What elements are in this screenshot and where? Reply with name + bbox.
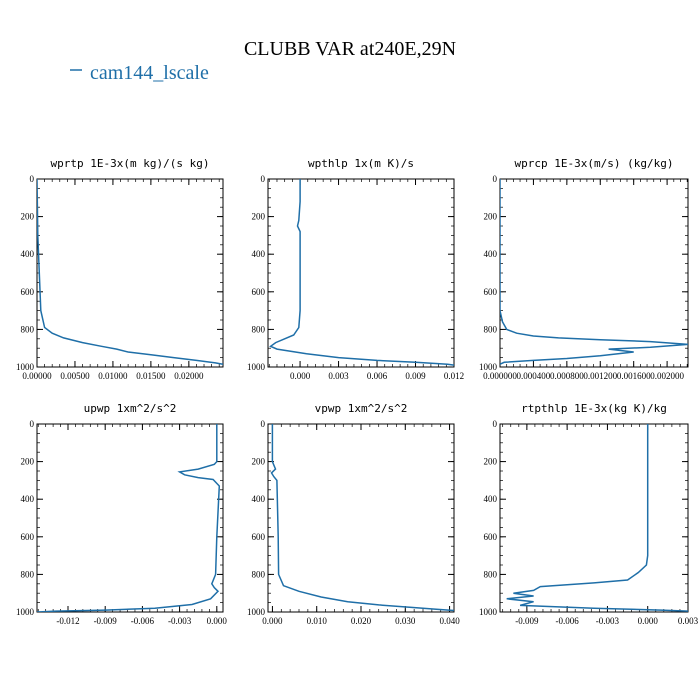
y-tick-label: 200: [21, 212, 35, 222]
series-line-1: [270, 424, 454, 612]
panel-title: upwp 1xm^2/s^2: [84, 402, 177, 415]
x-tick-label: -0.009: [515, 616, 539, 626]
plot-frame: [267, 423, 455, 613]
y-tick-label: 800: [252, 324, 266, 334]
plot-frame: [36, 423, 224, 613]
figure-title: CLUBB VAR at240E,29N: [244, 38, 456, 60]
x-tick-label: 0.012: [444, 371, 464, 381]
plot-frame: [499, 423, 689, 613]
x-tick-label: 0.01500: [136, 371, 166, 381]
y-tick-label: 0: [261, 419, 266, 429]
y-tick-label: 600: [21, 287, 35, 297]
x-tick-label: 0.000: [638, 616, 659, 626]
x-tick-label: 0.00000: [22, 371, 52, 381]
x-tick-label: 0.01000: [98, 371, 128, 381]
y-tick-label: 1000: [247, 607, 266, 617]
y-tick-label: 0: [493, 174, 498, 184]
y-tick-label: 1000: [479, 362, 498, 372]
y-tick-label: 600: [484, 287, 498, 297]
y-tick-label: 200: [252, 212, 266, 222]
chart-panel-3: wprcp 1E-3x(m/s) (kg/kg) 0 200 400 600 800 100…: [479, 157, 689, 381]
x-tick-label: 0.001600: [617, 371, 651, 381]
series-line-1: [269, 179, 454, 366]
y-tick-label: 200: [484, 212, 498, 222]
y-tick-label: 200: [484, 457, 498, 467]
x-tick-label: -0.012: [56, 616, 79, 626]
y-tick-label: 0: [493, 419, 498, 429]
x-tick-label: 0.000800: [550, 371, 584, 381]
y-tick-label: 0: [30, 174, 35, 184]
x-tick-label: 0.02000: [174, 371, 204, 381]
y-tick-label: 400: [484, 249, 498, 259]
y-tick-label: 1000: [479, 607, 498, 617]
x-tick-label: 0.030: [395, 616, 416, 626]
y-tick-label: 800: [21, 324, 35, 334]
y-tick-label: 800: [484, 324, 498, 334]
x-tick-label: -0.006: [556, 616, 580, 626]
series-line-1: [37, 179, 223, 365]
y-tick-label: 400: [21, 249, 35, 259]
y-tick-label: 800: [252, 569, 266, 579]
y-tick-label: 800: [484, 569, 498, 579]
y-tick-label: 400: [21, 494, 35, 504]
legend-label: cam144_lscale: [90, 62, 209, 84]
x-tick-label: 0.002000: [650, 371, 684, 381]
series-line-1: [37, 424, 221, 612]
chart-panel-4: upwp 1xm^2/s^2 0 200 400 600 800 1000 -0.012 -0.…: [16, 402, 227, 626]
y-tick-label: 800: [21, 569, 35, 579]
panel-title: rtpthlp 1E-3x(kg K)/kg: [521, 402, 667, 415]
x-tick-label: -0.006: [131, 616, 155, 626]
x-tick-label: 0.020: [351, 616, 372, 626]
y-tick-label: 1000: [16, 362, 35, 372]
y-tick-label: 600: [484, 532, 498, 542]
x-tick-label: -0.003: [596, 616, 620, 626]
chart-panel-2: wpthlp 1x(m K)/s 0 200 400 600 800 1000 0.000 0.…: [247, 157, 464, 381]
y-tick-label: 600: [252, 532, 266, 542]
series-line-1: [500, 179, 688, 365]
x-tick-label: 0.003: [328, 371, 349, 381]
y-tick-label: 1000: [16, 607, 35, 617]
x-tick-label: 0.010: [307, 616, 328, 626]
y-tick-label: 400: [252, 494, 266, 504]
series-line-1: [506, 424, 688, 612]
y-tick-label: 200: [21, 457, 35, 467]
y-tick-label: 400: [252, 249, 266, 259]
x-tick-label: -0.003: [168, 616, 192, 626]
x-tick-label: -0.009: [94, 616, 118, 626]
plot-frame: [267, 178, 455, 368]
x-tick-label: 0.040: [439, 616, 460, 626]
x-tick-label: 0.000000: [483, 371, 517, 381]
x-tick-label: 0.000400: [517, 371, 551, 381]
x-tick-label: 0.000: [262, 616, 283, 626]
y-tick-label: 400: [484, 494, 498, 504]
panel-title: wpthlp 1x(m K)/s: [308, 157, 414, 170]
panel-title: wprtp 1E-3x(m kg)/(s kg): [51, 157, 210, 170]
y-tick-label: 600: [21, 532, 35, 542]
panel-title: vpwp 1xm^2/s^2: [315, 402, 408, 415]
y-tick-label: 600: [252, 287, 266, 297]
y-tick-label: 0: [30, 419, 35, 429]
panels-grid: wprtp 1E-3x(m kg)/(s kg) 0 200 400 600 800 100…: [16, 157, 699, 626]
x-tick-label: 0.00500: [60, 371, 90, 381]
x-tick-label: 0.009: [405, 371, 426, 381]
y-tick-label: 1000: [247, 362, 266, 372]
y-tick-label: 200: [252, 457, 266, 467]
panel-title: wprcp 1E-3x(m/s) (kg/kg): [515, 157, 674, 170]
chart-panel-1: wprtp 1E-3x(m kg)/(s kg) 0 200 400 600 800 100…: [16, 157, 224, 381]
x-tick-label: 0.006: [367, 371, 388, 381]
x-tick-label: 0.000: [207, 616, 228, 626]
x-tick-label: 0.001200: [583, 371, 617, 381]
y-tick-label: 0: [261, 174, 266, 184]
chart-panel-6: rtpthlp 1E-3x(kg K)/kg 0 200 400 600 800 1000 -…: [479, 402, 699, 626]
x-tick-label: 0.003: [678, 616, 699, 626]
x-tick-label: 0.000: [290, 371, 311, 381]
